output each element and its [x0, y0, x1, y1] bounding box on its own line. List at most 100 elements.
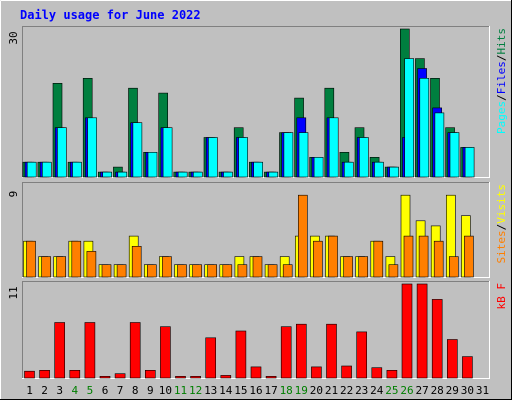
- bar-pages-day-20: [313, 157, 324, 178]
- x-tick-label-day-29: 29: [446, 384, 459, 397]
- bar-kb-f-day-29: [446, 339, 458, 379]
- bar-pages-day-4: [72, 161, 82, 178]
- x-tick-label-day-10: 10: [159, 384, 172, 397]
- bar-sites-day-4: [71, 240, 82, 278]
- bar-pages-day-30: [464, 147, 475, 178]
- x-tick-label-day-2: 2: [41, 384, 48, 397]
- bar-kb-f-day-1: [24, 370, 35, 379]
- panel-visits-sites-legend: Sites/Visits: [495, 184, 508, 264]
- bar-sites-day-7: [116, 264, 127, 278]
- bar-sites-day-23: [358, 256, 369, 278]
- bar-pages-day-18: [283, 132, 294, 178]
- bar-sites-day-1: [26, 240, 36, 278]
- legend-visits-sites-item-0: Sites: [495, 230, 508, 263]
- bar-kb-f-day-23: [356, 331, 368, 379]
- legend-hits-files-pages-item-2: Files: [495, 61, 508, 94]
- bar-kb-f-day-26: [401, 283, 413, 379]
- bar-kb-f-day-27: [416, 283, 428, 379]
- bar-pages-day-22: [343, 161, 354, 178]
- bar-pages-day-10: [162, 127, 173, 178]
- bar-sites-day-24: [373, 240, 384, 278]
- x-tick-label-day-16: 16: [249, 384, 262, 397]
- bar-sites-day-8: [131, 246, 142, 278]
- bar-sites-day-25: [388, 264, 399, 278]
- bar-pages-day-3: [57, 127, 67, 178]
- bar-pages-day-12: [193, 171, 203, 178]
- x-tick-label-day-9: 9: [147, 384, 154, 397]
- bar-pages-day-1: [26, 161, 37, 178]
- bar-kb-f-day-6: [99, 375, 111, 379]
- bar-pages-day-5: [87, 117, 97, 178]
- legend-kbytes-item-0: kB F: [495, 283, 508, 310]
- panel-hits-files-pages-legend: Pages/Files/Hits: [495, 28, 508, 134]
- x-tick-label-day-14: 14: [219, 384, 233, 397]
- legend-hits-files-pages-item-1: /: [495, 94, 508, 101]
- bar-pages-day-19: [298, 132, 309, 178]
- x-tick-label-day-8: 8: [132, 384, 139, 397]
- chart-title: Daily usage for June 2022: [20, 8, 201, 22]
- x-tick-label-day-7: 7: [117, 384, 124, 397]
- x-tick-label-day-24: 24: [370, 384, 384, 397]
- bar-pages-day-24: [374, 161, 384, 178]
- bar-sites-day-5: [86, 251, 97, 278]
- bar-kb-f-day-12: [190, 375, 201, 379]
- bar-sites-day-17: [267, 264, 278, 278]
- bar-sites-day-10: [162, 256, 172, 278]
- x-tick-label-day-1: 1: [26, 384, 33, 397]
- bar-kb-f-day-9: [145, 369, 156, 379]
- bar-pages-day-8: [132, 122, 143, 178]
- bar-pages-day-2: [41, 161, 52, 178]
- x-tick-label-day-23: 23: [355, 384, 368, 397]
- bar-sites-day-11: [177, 264, 187, 278]
- x-tick-label-day-30: 30: [461, 384, 474, 397]
- bar-kb-f-day-14: [220, 375, 232, 379]
- bar-kb-f-day-18: [280, 326, 292, 379]
- bar-sites-day-20: [313, 240, 323, 278]
- bar-pages-day-27: [419, 78, 430, 178]
- x-tick-label-day-3: 3: [56, 384, 63, 397]
- legend-hits-files-pages-item-4: Hits: [495, 28, 508, 55]
- x-tick-label-day-25: 25: [385, 384, 398, 397]
- panel-visits-sites-ymax-label: 9: [7, 191, 20, 198]
- bar-kb-f-day-20: [311, 366, 322, 379]
- bar-pages-day-25: [389, 166, 399, 178]
- x-tick-label-day-27: 27: [415, 384, 428, 397]
- bar-sites-day-27: [418, 235, 429, 278]
- x-tick-label-day-15: 15: [234, 384, 247, 397]
- bar-kb-f-day-30: [462, 356, 473, 379]
- bar-sites-day-2: [41, 256, 51, 278]
- bar-kb-f-day-13: [205, 337, 216, 379]
- bar-kb-f-day-11: [175, 375, 186, 379]
- bar-kb-f-day-25: [386, 369, 398, 379]
- bar-pages-day-11: [177, 171, 188, 178]
- bar-pages-day-29: [449, 132, 460, 178]
- x-tick-label-day-12: 12: [189, 384, 202, 397]
- legend-visits-sites-item-2: Visits: [495, 184, 508, 224]
- bar-pages-day-23: [359, 137, 369, 178]
- bar-kb-f-day-16: [250, 366, 262, 379]
- bar-kb-f-day-22: [341, 365, 352, 379]
- bar-pages-day-21: [328, 117, 339, 178]
- bar-kb-f-day-3: [54, 322, 66, 379]
- bar-sites-day-30: [464, 235, 474, 278]
- bar-kb-f-day-15: [235, 330, 247, 379]
- panel-kbytes-legend: kB F: [495, 283, 508, 310]
- x-tick-label-day-31: 31: [476, 384, 489, 397]
- bar-sites-day-16: [252, 256, 263, 278]
- legend-hits-files-pages-item-3: /: [495, 55, 508, 62]
- x-tick-label-day-11: 11: [174, 384, 187, 397]
- bar-sites-day-19: [297, 194, 308, 278]
- bar-kb-f-day-5: [84, 322, 96, 379]
- legend-hits-files-pages-item-0: Pages: [495, 101, 508, 134]
- bar-sites-day-29: [448, 256, 459, 278]
- bar-sites-day-9: [147, 264, 157, 278]
- bar-sites-day-14: [222, 264, 233, 278]
- bar-sites-day-28: [433, 240, 444, 278]
- bar-kb-f-day-4: [69, 369, 81, 379]
- bar-kb-f-day-28: [431, 299, 443, 379]
- bar-sites-day-22: [343, 256, 353, 278]
- bar-pages-day-28: [434, 112, 445, 178]
- x-tick-label-day-21: 21: [325, 384, 338, 397]
